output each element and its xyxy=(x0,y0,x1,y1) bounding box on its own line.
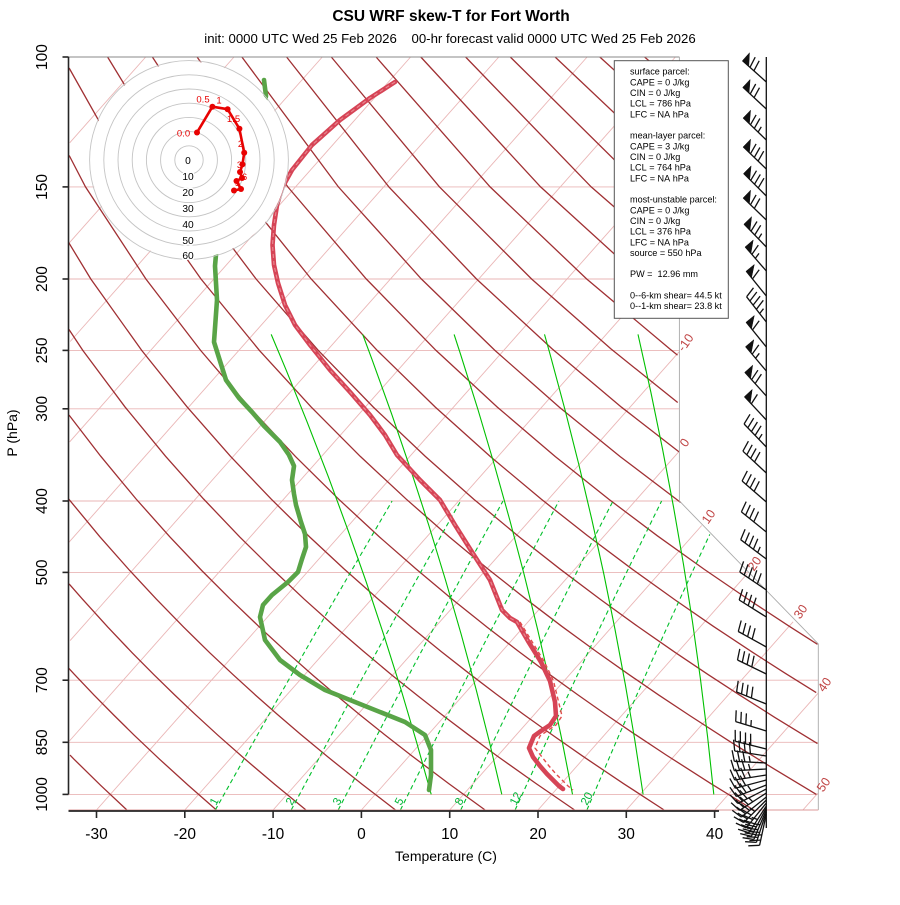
svg-text:0--1-km shear= 23.8 kt: 0--1-km shear= 23.8 kt xyxy=(630,301,722,311)
svg-text:CAPE = 0 J/kg: CAPE = 0 J/kg xyxy=(630,205,689,215)
svg-text:100: 100 xyxy=(34,44,51,70)
svg-text:CAPE = 0 J/kg: CAPE = 0 J/kg xyxy=(630,77,689,87)
svg-text:50: 50 xyxy=(182,236,194,247)
svg-text:init: 0000 UTC Wed 25 Feb 2026: init: 0000 UTC Wed 25 Feb 2026 00-hr for… xyxy=(204,31,695,46)
svg-text:400: 400 xyxy=(34,488,51,514)
svg-text:LFC = NA hPa: LFC = NA hPa xyxy=(630,109,690,119)
svg-text:850: 850 xyxy=(34,729,51,755)
svg-text:CIN = 0 J/kg: CIN = 0 J/kg xyxy=(630,152,680,162)
svg-text:P (hPa): P (hPa) xyxy=(4,409,20,456)
svg-text:0: 0 xyxy=(357,826,366,843)
svg-text:-10: -10 xyxy=(262,826,285,843)
svg-text:1000: 1000 xyxy=(34,777,51,812)
svg-text:10: 10 xyxy=(441,826,459,843)
svg-text:40: 40 xyxy=(182,220,194,231)
svg-text:CAPE = 3 J/kg: CAPE = 3 J/kg xyxy=(630,141,689,151)
svg-text:Temperature (C): Temperature (C) xyxy=(395,848,497,864)
svg-text:2: 2 xyxy=(238,139,243,150)
svg-text:1: 1 xyxy=(208,796,222,807)
svg-text:20: 20 xyxy=(182,188,194,199)
svg-text:0: 0 xyxy=(185,156,191,167)
svg-text:5: 5 xyxy=(235,178,240,189)
svg-text:3: 3 xyxy=(331,796,345,807)
svg-text:LFC = NA hPa: LFC = NA hPa xyxy=(630,237,690,247)
svg-text:50: 50 xyxy=(814,775,833,794)
svg-text:20: 20 xyxy=(529,826,547,843)
svg-text:CIN = 0 J/kg: CIN = 0 J/kg xyxy=(630,216,680,226)
svg-text:LCL = 764 hPa: LCL = 764 hPa xyxy=(630,163,692,173)
svg-text:500: 500 xyxy=(34,559,51,585)
svg-text:30: 30 xyxy=(791,602,810,621)
svg-text:3: 3 xyxy=(237,160,242,171)
svg-text:30: 30 xyxy=(618,826,636,843)
svg-text:LCL = 786 hPa: LCL = 786 hPa xyxy=(630,99,692,109)
svg-text:12: 12 xyxy=(508,790,525,807)
svg-text:surface parcel:: surface parcel: xyxy=(630,67,690,77)
svg-text:0.0: 0.0 xyxy=(177,129,190,140)
svg-text:20: 20 xyxy=(745,554,764,573)
svg-text:30: 30 xyxy=(182,204,194,215)
svg-text:5: 5 xyxy=(393,796,407,807)
svg-text:10: 10 xyxy=(182,172,194,183)
svg-text:60: 60 xyxy=(182,251,194,262)
svg-text:6: 6 xyxy=(242,172,247,183)
svg-text:2: 2 xyxy=(284,796,298,807)
svg-text:most-unstable parcel:: most-unstable parcel: xyxy=(630,195,717,205)
svg-text:8: 8 xyxy=(453,796,467,807)
svg-text:LFC = NA hPa: LFC = NA hPa xyxy=(630,173,690,183)
svg-text:-20: -20 xyxy=(174,826,197,843)
svg-text:300: 300 xyxy=(34,395,51,421)
svg-text:10: 10 xyxy=(699,507,718,526)
svg-text:CSU WRF skew-T for Fort Worth: CSU WRF skew-T for Fort Worth xyxy=(332,8,569,25)
svg-text:CIN = 0 J/kg: CIN = 0 J/kg xyxy=(630,88,680,98)
svg-text:40: 40 xyxy=(815,675,834,694)
svg-text:0.5: 0.5 xyxy=(196,95,209,106)
svg-text:250: 250 xyxy=(34,337,51,363)
svg-text:0--6-km shear= 44.5 kt: 0--6-km shear= 44.5 kt xyxy=(630,291,722,301)
svg-text:150: 150 xyxy=(34,174,51,200)
svg-text:source = 550 hPa: source = 550 hPa xyxy=(630,248,702,258)
svg-text:700: 700 xyxy=(34,667,51,693)
svg-text:40: 40 xyxy=(706,826,724,843)
svg-text:mean-layer parcel:: mean-layer parcel: xyxy=(630,131,705,141)
svg-text:20: 20 xyxy=(579,790,596,807)
svg-text:1: 1 xyxy=(216,96,221,107)
svg-text:PW = 12.96 mm: PW = 12.96 mm xyxy=(630,269,698,279)
svg-text:200: 200 xyxy=(34,266,51,292)
svg-text:-30: -30 xyxy=(85,826,108,843)
svg-text:LCL = 376 hPa: LCL = 376 hPa xyxy=(630,227,692,237)
svg-text:1.5: 1.5 xyxy=(227,114,240,125)
